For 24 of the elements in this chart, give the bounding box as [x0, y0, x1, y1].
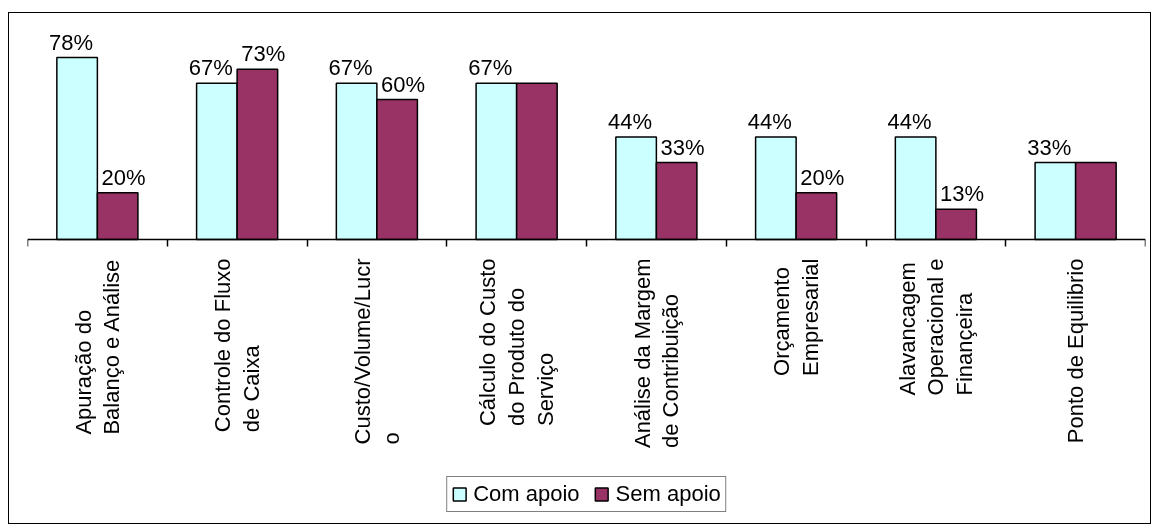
data-label: 20% [800, 164, 845, 190]
x-tick-label: Orçamento Empresarial [769, 258, 823, 376]
data-label: 73% [241, 41, 286, 67]
data-label: 33% [660, 134, 705, 160]
x-tick-label: Ponto de Equilibrio [1063, 258, 1089, 444]
data-label: 13% [940, 181, 985, 207]
data-label: 44% [608, 108, 653, 134]
x-tick-label: Custo/Volume/Lucr o [350, 258, 404, 445]
data-label: 78% [49, 29, 94, 55]
x-tick-label: Análise da Margem de Contribuição [629, 258, 684, 449]
data-label: 60% [381, 71, 426, 97]
x-tick-label: Controle do Fluxo de Caixa [210, 258, 264, 433]
legend-label: Sem apoio [615, 481, 721, 507]
data-label: 67% [328, 55, 373, 81]
data-label: 44% [887, 108, 932, 134]
data-label: 44% [747, 108, 792, 134]
x-tick-label: Cálculo do Custo do Produto do Serviço [475, 258, 558, 427]
data-label: 33% [1027, 134, 1072, 160]
data-label: 20% [101, 164, 146, 190]
x-tick-label: Alavancagem Operacional e Finançeira [894, 258, 978, 396]
x-tick-label: Apuração do Balanço e Análise [70, 259, 125, 435]
legend-label: Com apoio [473, 481, 580, 507]
data-label: 67% [188, 55, 233, 81]
data-label: 67% [468, 55, 513, 81]
